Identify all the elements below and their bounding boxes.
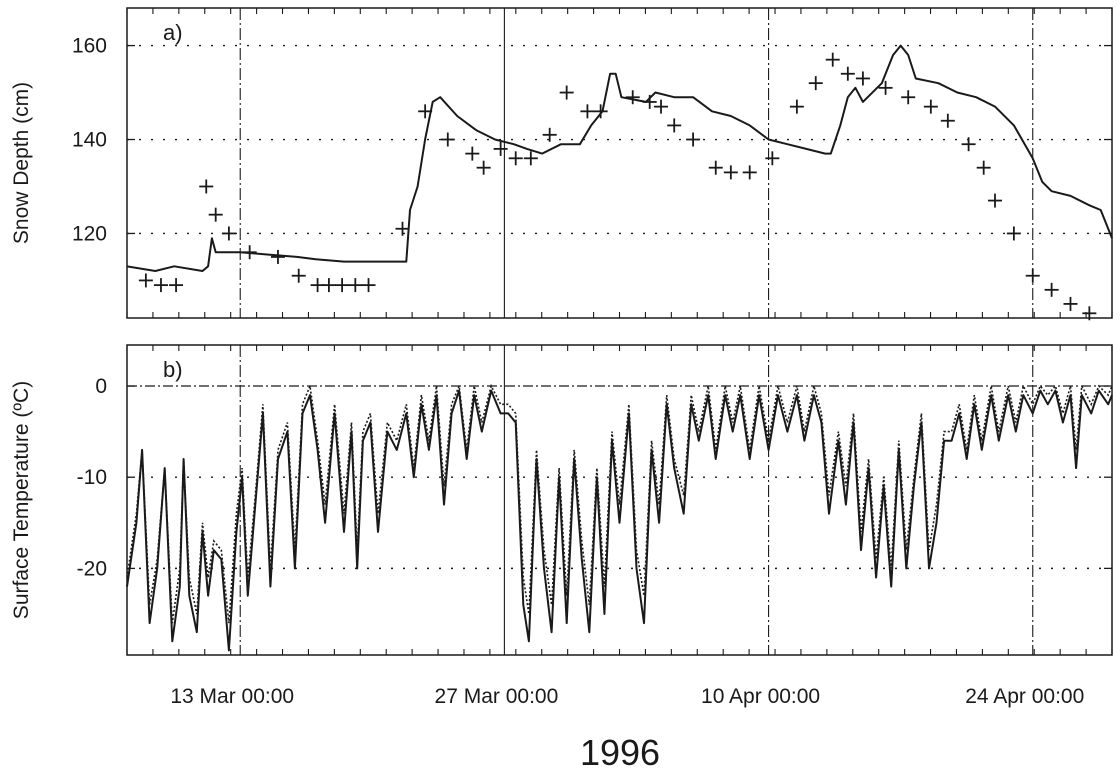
plus-marker <box>723 165 738 180</box>
plus-marker <box>291 268 306 283</box>
plus-marker <box>654 99 669 114</box>
panel-b-label: b) <box>163 357 183 382</box>
plus-marker <box>199 179 214 194</box>
y-tick-label: 0 <box>95 375 107 398</box>
surface-temperature-panel: -20 -10 0 b) Surface Temperature (ºC) <box>10 344 1113 656</box>
plus-marker <box>742 165 757 180</box>
plus-marker <box>1063 296 1078 311</box>
plus-marker <box>153 278 168 293</box>
panel-a-label: a) <box>163 20 183 45</box>
plus-marker <box>270 249 285 264</box>
plus-marker <box>523 151 538 166</box>
surface-temperature-y-axis-label: Surface Temperature (ºC) <box>10 381 33 619</box>
snow-depth-y-axis-label: Snow Depth (cm) <box>10 82 33 244</box>
plus-marker <box>476 160 491 175</box>
plus-marker <box>208 207 223 222</box>
plus-marker <box>138 273 153 288</box>
plus-marker <box>395 221 410 236</box>
plus-marker <box>440 132 455 147</box>
snow-depth-line <box>126 44 1113 272</box>
plus-marker <box>418 104 433 119</box>
plus-marker <box>1044 282 1059 297</box>
plus-marker <box>825 52 840 67</box>
solid-temperature-line <box>126 389 1113 652</box>
plus-marker <box>901 90 916 105</box>
plus-marker <box>976 160 991 175</box>
x-axis-label: 1996 <box>580 732 660 773</box>
y-tick-label: -20 <box>77 557 107 580</box>
surface-temperature-solid-series <box>126 389 1113 652</box>
y-tick-label: 120 <box>72 222 107 245</box>
surface-temperature-y-ticks: -20 -10 0 <box>77 345 1113 655</box>
x-tick-label: 24 Apr 00:00 <box>965 685 1084 708</box>
plus-marker <box>667 118 682 133</box>
plus-marker <box>542 127 557 142</box>
plus-marker <box>242 245 257 260</box>
y-tick-label: 140 <box>72 129 107 152</box>
plus-marker <box>789 99 804 114</box>
x-tick-label: 27 Mar 00:00 <box>435 685 559 708</box>
x-tick-label: 10 Apr 00:00 <box>701 685 820 708</box>
x-tick-labels: 13 Mar 00:00 27 Mar 00:00 10 Apr 00:00 24 A… <box>170 685 1084 708</box>
plus-marker <box>321 278 336 293</box>
snow-depth-y-ticks: 120 140 160 <box>72 8 1113 318</box>
plus-marker <box>708 160 723 175</box>
plus-marker <box>1025 268 1040 283</box>
plus-marker <box>593 104 608 119</box>
plus-marker <box>493 141 508 156</box>
x-tick-label: 13 Mar 00:00 <box>170 685 294 708</box>
snow-depth-plot-frame <box>126 7 1113 319</box>
snow-depth-line-series <box>126 44 1113 272</box>
surface-temperature-grid <box>127 345 1112 655</box>
plus-marker <box>840 66 855 81</box>
plus-marker <box>169 278 184 293</box>
plus-marker <box>1006 226 1021 241</box>
plus-marker <box>808 76 823 91</box>
plus-marker <box>961 137 976 152</box>
plus-marker <box>348 278 363 293</box>
plus-marker <box>988 193 1003 208</box>
y-tick-label: 160 <box>72 35 107 58</box>
plus-marker <box>765 151 780 166</box>
y-tick-label: -10 <box>77 466 107 489</box>
plus-marker <box>465 146 480 161</box>
plus-marker <box>580 104 595 119</box>
snow-depth-panel: 120 140 160 a) Snow Depth (cm) <box>10 7 1113 321</box>
plus-marker <box>923 99 938 114</box>
plus-marker <box>361 278 376 293</box>
plus-marker <box>940 113 955 128</box>
plus-marker <box>642 94 657 109</box>
plus-marker <box>559 85 574 100</box>
plus-marker <box>508 151 523 166</box>
plus-marker <box>686 132 701 147</box>
plus-marker <box>855 71 870 86</box>
snow-depth-marker-series <box>138 52 1097 321</box>
plus-marker <box>625 90 640 105</box>
plus-marker <box>335 278 350 293</box>
plus-marker <box>878 80 893 95</box>
plus-marker <box>221 226 236 241</box>
snow-depth-grid <box>127 8 1112 318</box>
